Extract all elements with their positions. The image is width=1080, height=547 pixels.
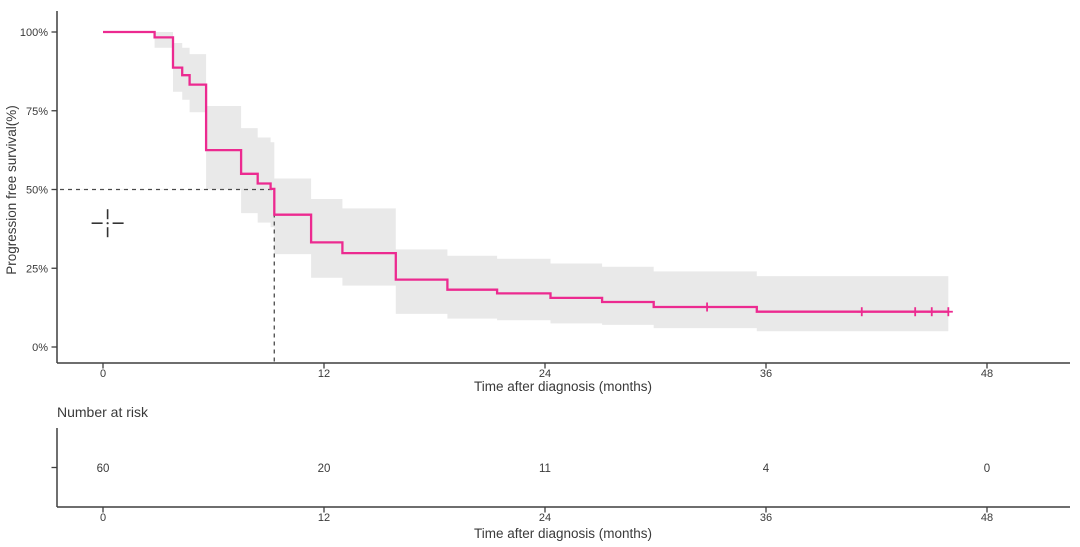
y-axis-title: Progression free survival(%) <box>4 105 19 275</box>
risk-x-tick-label: 12 <box>318 512 330 524</box>
y-tick-label: 25% <box>26 263 48 275</box>
x-axis-title: Time after diagnosis (months) <box>474 379 652 394</box>
risk-x-tick-label: 48 <box>981 512 993 524</box>
y-tick-label: 100% <box>20 27 48 39</box>
risk-count: 0 <box>984 463 990 475</box>
dashed-crosshair-icon <box>91 209 124 238</box>
main-axes <box>56 11 1070 364</box>
risk-axes <box>56 428 1070 508</box>
median-dashed-lines <box>60 188 275 362</box>
risk-table-title: Number at risk <box>57 404 149 420</box>
censor-plus-icon <box>857 307 867 317</box>
risk-count: 60 <box>97 463 110 475</box>
confidence-band <box>154 32 949 332</box>
risk-count: 4 <box>763 463 770 475</box>
x-tick-label: 0 <box>100 368 106 380</box>
risk-count: 11 <box>539 463 551 475</box>
x-tick-label: 12 <box>318 368 330 380</box>
y-tick-label: 0% <box>32 342 48 354</box>
censor-plus-icon <box>702 302 712 312</box>
censor-plus-icon <box>910 307 920 317</box>
x-tick-label: 24 <box>539 368 551 380</box>
risk-x-axis-title: Time after diagnosis (months) <box>474 526 652 541</box>
y-tick-label: 75% <box>26 106 48 118</box>
x-tick-label: 36 <box>760 368 772 380</box>
censor-plus-icon <box>943 307 953 317</box>
survival-curve <box>103 30 949 313</box>
risk-x-tick-label: 24 <box>539 512 551 524</box>
censor-plus-icon <box>927 307 937 317</box>
x-tick-label: 48 <box>981 368 993 380</box>
risk-x-tick-label: 36 <box>760 512 772 524</box>
y-tick-label: 50% <box>26 185 48 197</box>
risk-x-tick-label: 0 <box>100 512 106 524</box>
risk-count: 20 <box>318 463 331 475</box>
censor-marks <box>702 302 953 317</box>
